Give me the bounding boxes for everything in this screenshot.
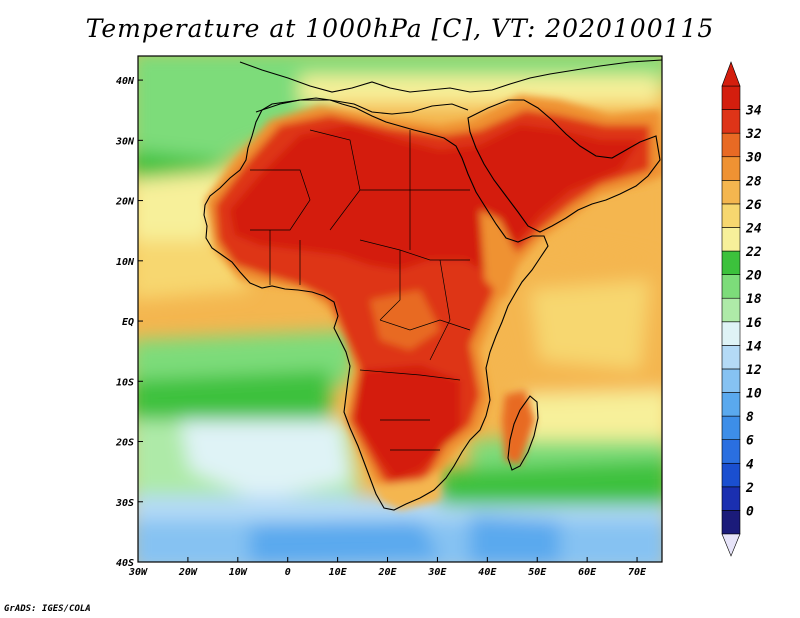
colorbar-swatch	[721, 510, 741, 535]
colorbar-swatch	[721, 227, 741, 252]
colorbar-label: 10	[746, 387, 762, 402]
arabia-coastline	[467, 99, 661, 233]
lon-tick-label: 50E	[528, 567, 547, 578]
colorbar-label: 24	[745, 221, 762, 236]
colorbar-label: 34	[745, 104, 762, 119]
colorbar-swatch	[721, 132, 741, 158]
country-borders	[250, 129, 471, 451]
lon-tick-label: 0	[285, 567, 291, 578]
lat-tick-label: 30S	[115, 498, 134, 509]
map-frame	[137, 55, 663, 563]
colorbar-swatch	[721, 392, 741, 417]
europe-coastline	[239, 59, 662, 93]
lat-tick-label: 40S	[116, 558, 134, 569]
colorbar-label: 28	[745, 174, 762, 189]
colorbar-label: 26	[745, 198, 762, 213]
colorbar-swatch	[721, 109, 741, 134]
colorbar-label: 18	[746, 292, 762, 307]
colorbar-label: 4	[746, 457, 754, 472]
colorbar-over-arrow	[721, 61, 741, 87]
lon-tick-label: 30W	[128, 567, 148, 578]
colorbar-label: 12	[746, 363, 762, 378]
colorbar-swatch	[721, 321, 741, 346]
coastlines	[203, 59, 662, 511]
chart-title: Temperature at 1000hPa [C], VT: 20201001…	[85, 14, 715, 43]
colorbar-swatch	[721, 156, 741, 181]
colorbar-swatch	[721, 486, 741, 511]
africa-coastline	[203, 97, 549, 511]
mediterranean-southshore	[255, 99, 469, 115]
colorbar-label: 2	[745, 481, 754, 496]
colorbar-label: 8	[746, 410, 754, 425]
lat-tick-label: 20N	[115, 197, 135, 208]
axis-ticks: 30W 20W 10W 0 10E 20E 30E 40E 50E 60E 70E 40N 30N 20N…	[115, 76, 647, 578]
colorbar-swatch	[721, 415, 741, 440]
lon-tick-label: 20W	[178, 567, 198, 578]
colorbar-label: 22	[745, 245, 762, 260]
colorbar-label: 0	[746, 504, 754, 519]
grads-credit: GrADS: IGES/COLA	[4, 604, 91, 614]
lat-tick-label: 10S	[116, 377, 134, 388]
colorbar-swatch	[721, 85, 741, 110]
lon-tick-label: 40E	[478, 567, 497, 578]
colorbar-label: 20	[745, 269, 762, 284]
lon-tick-label: 60E	[578, 567, 597, 578]
colorbar-swatch	[721, 250, 741, 275]
colorbar-label: 6	[746, 434, 754, 449]
lat-tick-label: 30N	[115, 136, 135, 147]
lon-tick-label: 20E	[377, 567, 397, 578]
colorbar-swatch	[721, 462, 741, 488]
lat-tick-label: 10N	[116, 257, 135, 268]
colorbar-swatch	[721, 274, 741, 299]
lon-tick-label: 10E	[329, 567, 348, 578]
colorbar-swatch	[721, 439, 741, 464]
lat-tick-label: 20S	[115, 438, 134, 449]
temperature-field	[138, 56, 662, 562]
colorbar-label: 32	[745, 127, 762, 142]
colorbar-swatch	[721, 368, 741, 393]
madagascar-coastline	[507, 395, 539, 471]
colorbar-label: 30	[745, 151, 762, 166]
colorbar-swatch	[721, 345, 741, 370]
colorbar-swatch	[721, 180, 741, 205]
colorbar-swatch	[721, 203, 741, 228]
lat-tick-label: EQ	[122, 317, 134, 328]
colorbar-label: 16	[746, 316, 762, 331]
colorbar-label: 14	[746, 339, 762, 354]
colorbar-under-arrow	[721, 533, 741, 557]
lon-tick-label: 30E	[427, 567, 447, 578]
lat-tick-label: 40N	[116, 76, 135, 87]
lon-tick-label: 10W	[229, 567, 248, 578]
colorbar-swatch	[721, 297, 741, 323]
lon-tick-label: 70E	[628, 567, 647, 578]
